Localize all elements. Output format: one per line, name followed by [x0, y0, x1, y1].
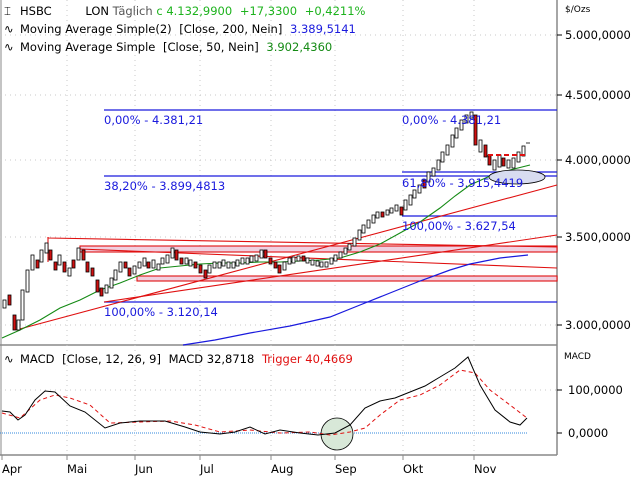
fib-label-right-100: 100,00% - 3.627,54: [402, 219, 516, 233]
chart-header: ⌶ HSBC LON Täglich c 4.132,9900 +17,3300 …: [4, 4, 366, 18]
fibonacci-lines[interactable]: [104, 109, 557, 303]
close-prefix: c: [156, 4, 163, 18]
candlesticks: [2, 111, 530, 331]
time-axis-ticks: [1, 455, 475, 460]
wave-icon: ∿: [4, 40, 14, 54]
wave-icon: ∿: [4, 352, 14, 366]
price-tick: 4.500,0000: [565, 88, 631, 102]
macd-axis-unit: MACD: [564, 352, 591, 362]
legend-sma50[interactable]: ∿ Moving Average Simple [Close, 50, Nein]…: [4, 40, 333, 54]
price-tick: 5.000,0000: [565, 28, 631, 42]
exchange: LON: [85, 4, 109, 18]
month-label: Jun: [135, 462, 153, 476]
change-pct: +0,4211%: [304, 4, 366, 18]
grid-lines: [0, 0, 557, 455]
legend-macd[interactable]: ∿ MACD [Close, 12, 26, 9] MACD 32,8718 Tr…: [4, 352, 353, 366]
price-axis-ticks: [557, 34, 562, 434]
price-tick: 3.500,0000: [565, 230, 631, 244]
fib-label-left-0: 0,00% - 4.381,21: [104, 113, 204, 127]
change: +17,3300: [239, 4, 298, 18]
price-axis-unit: $/Ozs: [565, 5, 591, 15]
price-tick: 4.000,0000: [565, 153, 631, 167]
month-label: Mai: [67, 462, 88, 476]
legend-sma200[interactable]: ∿ Moving Average Simple(2) [Close, 200, N…: [4, 22, 356, 36]
macd-line: [1, 356, 528, 436]
interval: Täglich: [112, 4, 153, 18]
fib-label-right-0: 0,00% - 4.381,21: [402, 113, 502, 127]
chart-frame: [0, 0, 558, 456]
month-label: Sep: [335, 462, 357, 476]
price-tick: 3.000,0000: [565, 318, 631, 332]
month-label: Jul: [200, 462, 214, 476]
fib-label-right-618: 61,80% - 3.915,4419: [402, 176, 524, 190]
wave-icon: ∿: [4, 22, 14, 36]
sma200-line: [182, 254, 529, 346]
macd-trigger-line: [1, 369, 528, 436]
macd-tick: 100,0000: [568, 383, 623, 397]
fib-label-left-38: 38,20% - 3.899,4813: [104, 179, 226, 193]
symbol: HSBC: [20, 4, 52, 18]
month-label: Aug: [271, 462, 294, 476]
trendlines[interactable]: [15, 184, 558, 331]
candlestick-icon: ⌶: [4, 4, 11, 18]
last-close: 4.132,9900: [166, 4, 233, 18]
month-label: Nov: [474, 462, 497, 476]
fib-label-left-100: 100,00% - 3.120,14: [104, 305, 218, 319]
month-label: Apr: [2, 462, 22, 476]
month-label: Okt: [403, 462, 424, 476]
macd-tick: 0,0000: [568, 426, 609, 440]
highlight-ellipse[interactable]: [488, 169, 546, 185]
